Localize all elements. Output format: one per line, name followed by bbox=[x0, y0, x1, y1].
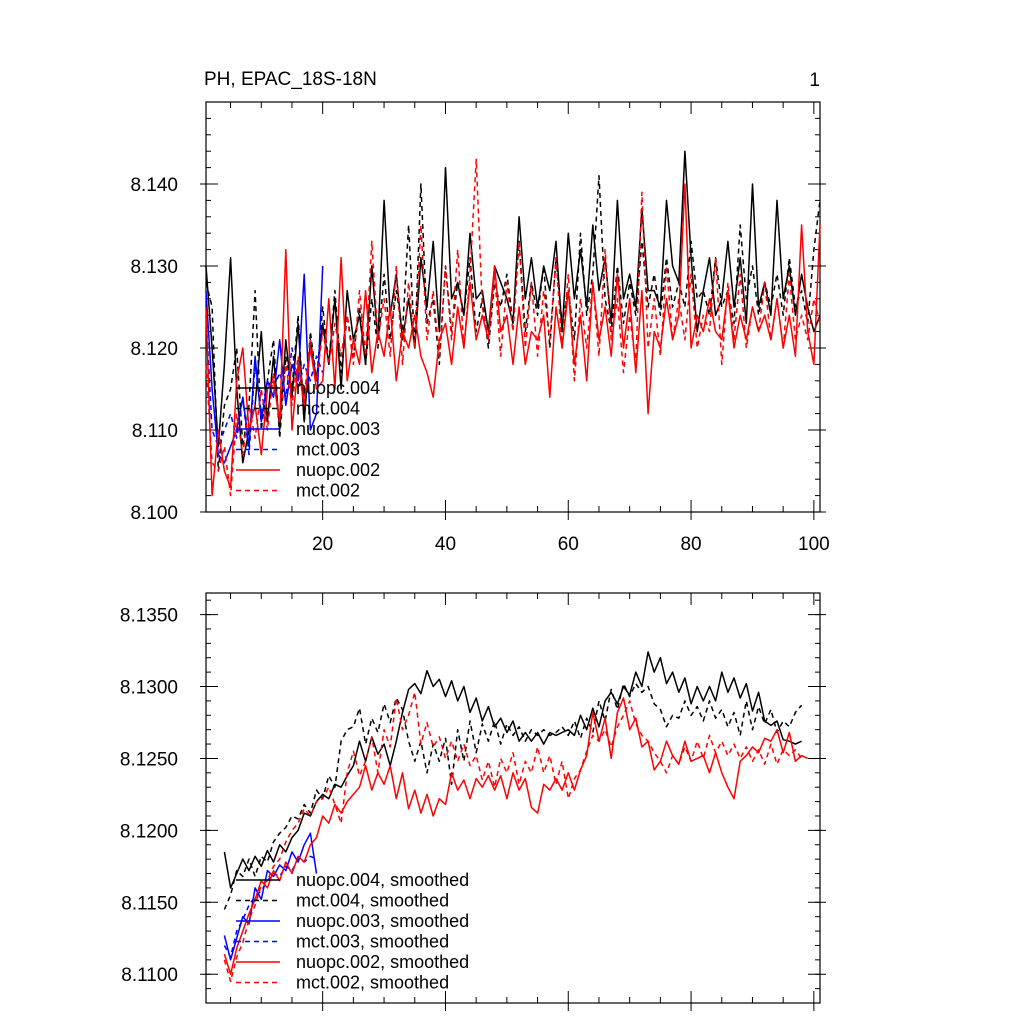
series-line-mct-003 bbox=[205, 315, 324, 456]
series-line-nuopc-004-smoothed bbox=[223, 651, 802, 889]
legend-label: nuopc.002, smoothed bbox=[296, 952, 469, 972]
top-panel-title: PH, EPAC_18S-18N bbox=[204, 69, 377, 90]
page-label: 1 bbox=[809, 70, 820, 91]
bottom-series bbox=[223, 651, 809, 983]
y-tick-label: 8.1350 bbox=[120, 606, 178, 627]
series-line-mct-004-smoothed bbox=[223, 682, 803, 910]
y-tick-label: 8.1150 bbox=[121, 893, 178, 914]
legend-label: nuopc.004 bbox=[296, 378, 380, 398]
x-tick-label: 60 bbox=[558, 534, 579, 555]
legend-label: mct.003 bbox=[296, 440, 360, 460]
top-series bbox=[205, 150, 821, 497]
series-line-nuopc-002 bbox=[205, 183, 821, 497]
legend-label: mct.002 bbox=[296, 481, 360, 501]
legend-label: mct.004 bbox=[296, 399, 360, 419]
x-tick-label: 40 bbox=[435, 534, 456, 555]
series-line-mct-002-smoothed bbox=[223, 691, 803, 983]
series-line-nuopc-002-smoothed bbox=[223, 697, 809, 975]
y-tick-label: 8.1250 bbox=[120, 749, 178, 770]
y-tick-label: 8.100 bbox=[130, 503, 178, 524]
x-tick-label: 20 bbox=[312, 534, 333, 555]
top-panel: PH, EPAC_18S-18N 1 20 40 60 80 100 8.100 8.110… bbox=[130, 69, 829, 555]
bottom-ticks: 8.1100 8.1150 8.1200 8.1250 8.1300 8.1350 bbox=[120, 593, 826, 1011]
top-legend: nuopc.004mct.004nuopc.003mct.003nuopc.00… bbox=[236, 378, 380, 501]
x-tick-label: 100 bbox=[798, 534, 830, 555]
legend-label: nuopc.003, smoothed bbox=[296, 911, 469, 931]
series-line-mct-002 bbox=[205, 158, 821, 497]
y-tick-label: 8.1200 bbox=[120, 821, 178, 842]
legend-label: nuopc.004, smoothed bbox=[296, 870, 469, 890]
y-tick-label: 8.110 bbox=[132, 421, 178, 442]
y-tick-label: 8.1300 bbox=[120, 678, 178, 699]
legend-label: mct.003, smoothed bbox=[296, 932, 449, 952]
bottom-panel: 8.1100 8.1150 8.1200 8.1250 8.1300 8.1350 nuo… bbox=[120, 592, 826, 1011]
legend-label: mct.004, smoothed bbox=[296, 891, 449, 911]
y-tick-label: 8.140 bbox=[130, 175, 178, 196]
legend-label: nuopc.002 bbox=[296, 460, 380, 480]
legend-label: nuopc.003 bbox=[296, 419, 380, 439]
y-tick-label: 8.120 bbox=[130, 339, 178, 360]
bottom-plot-frame bbox=[205, 592, 821, 1004]
legend-label: mct.002, smoothed bbox=[296, 973, 449, 993]
x-tick-label: 80 bbox=[680, 534, 701, 555]
y-tick-label: 8.1100 bbox=[121, 965, 178, 986]
y-tick-label: 8.130 bbox=[130, 257, 178, 278]
